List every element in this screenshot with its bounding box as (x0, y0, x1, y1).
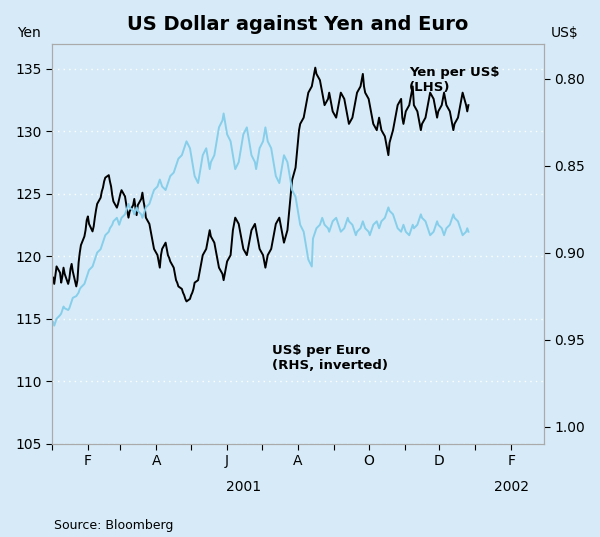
Text: Source: Bloomberg: Source: Bloomberg (54, 519, 173, 532)
Title: US Dollar against Yen and Euro: US Dollar against Yen and Euro (127, 15, 469, 34)
Text: US$ per Euro
(RHS, inverted): US$ per Euro (RHS, inverted) (272, 344, 388, 372)
Text: Yen: Yen (17, 26, 41, 40)
Text: Yen per US$
(LHS): Yen per US$ (LHS) (409, 66, 500, 94)
Text: 2001: 2001 (226, 480, 261, 494)
Text: 2002: 2002 (494, 480, 529, 494)
Text: US$: US$ (551, 26, 578, 40)
